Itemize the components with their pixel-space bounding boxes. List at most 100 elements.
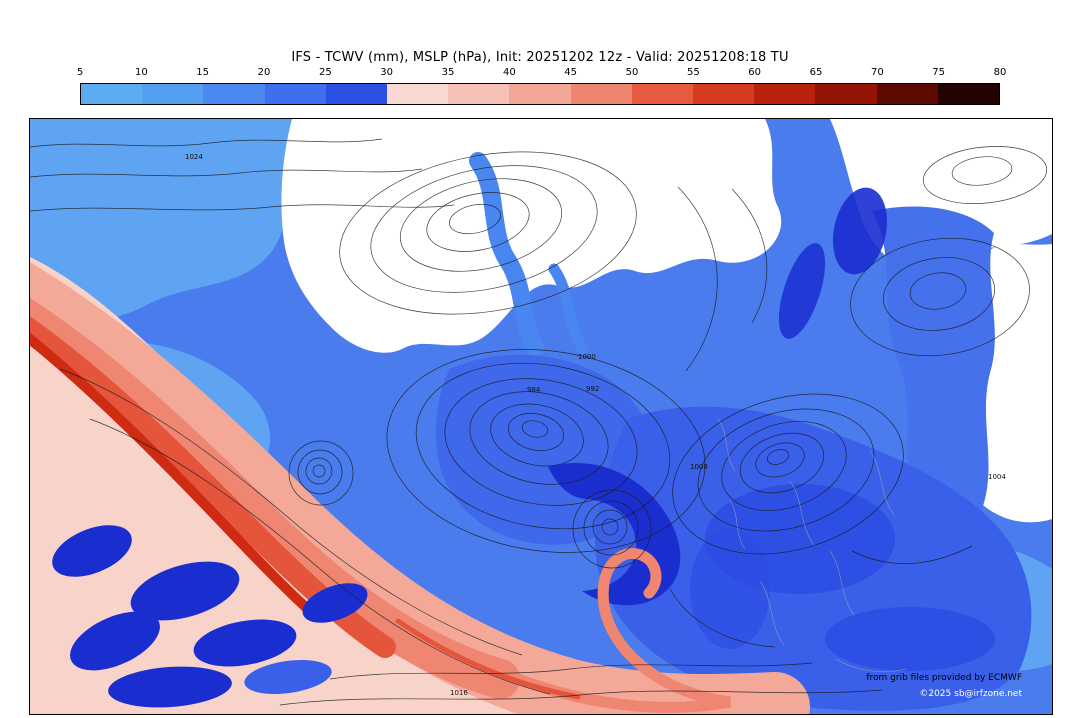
deep-moisture-patch	[690, 529, 770, 649]
isobars-part	[521, 420, 549, 438]
colorbar-tick: 65	[809, 67, 823, 78]
contour-labels: 1024 1000 984 992 1008 1016 1004	[185, 153, 1006, 697]
isobars-part	[583, 500, 639, 556]
isobars-part	[755, 442, 805, 478]
dry-slot	[70, 611, 160, 671]
isobars-part	[449, 203, 501, 235]
colorbar-segment	[387, 84, 449, 104]
isobars-part	[592, 509, 628, 545]
isobars-part	[677, 186, 718, 372]
colorbar-segment	[937, 84, 1000, 104]
dry-slot	[244, 660, 332, 694]
isobars-part	[851, 545, 973, 565]
dry-slot	[193, 619, 297, 667]
colorbar-tick: 40	[502, 67, 516, 78]
frontal-tail-core	[395, 618, 581, 700]
colorbar-segment	[693, 84, 755, 104]
isobars-part	[370, 165, 598, 293]
contour-label: 1000	[578, 353, 596, 361]
isobars-part	[30, 204, 455, 212]
attribution-copyright: ©2025 sb@irfzone.net	[919, 689, 1022, 699]
colorbar-tick: 25	[318, 67, 332, 78]
isobars-part	[426, 192, 530, 252]
isobars-part	[731, 188, 768, 324]
isobars-part	[672, 393, 904, 555]
attribution-source: from grib files provided by ECMWF	[866, 673, 1022, 683]
comma-cloud	[548, 463, 681, 606]
deep-moisture-patch	[832, 187, 888, 275]
tcwv-blue-overlays	[436, 152, 1032, 711]
isobars-part	[721, 421, 847, 511]
isobars-part	[386, 349, 706, 553]
colorbar-segment	[142, 84, 204, 104]
isobars-part	[601, 518, 619, 536]
colorbar-segment	[264, 84, 326, 104]
isobars-part	[339, 151, 637, 315]
isobars-part	[850, 237, 1030, 357]
colorbar-tick: 10	[134, 67, 148, 78]
isobars-part	[697, 408, 875, 532]
isobars-part	[469, 391, 609, 485]
country-borders	[717, 418, 907, 673]
deep-moisture-patch	[825, 607, 995, 671]
colorbar-segment	[325, 84, 388, 104]
colorbar-ticks: 5 10 15 20 25 30 35 40 45 50 55 60 65 70 75 80	[76, 67, 1007, 83]
colorbar-tick: 60	[748, 67, 762, 78]
country-borders-part	[717, 418, 907, 673]
contour-label: 992	[586, 385, 599, 393]
colorbar-tick: 50	[625, 67, 639, 78]
colorbar-tick: 75	[932, 67, 946, 78]
dry-slot	[302, 583, 368, 623]
isobars-part	[490, 403, 584, 467]
colorbar-segment	[754, 84, 816, 104]
isobars	[30, 138, 1048, 706]
isobars-part	[297, 449, 343, 495]
isobars-part	[444, 378, 638, 506]
moisture-plume	[469, 152, 544, 356]
isobars-part	[882, 257, 996, 331]
isobars-part	[89, 418, 551, 695]
contour-label: 1004	[988, 473, 1006, 481]
colorbar-tick: 20	[257, 67, 271, 78]
isobars-part	[766, 449, 790, 465]
colorbar-segment	[815, 84, 877, 104]
isobars-part	[951, 156, 1013, 186]
isobars-part	[288, 440, 354, 506]
colorbar-tick: 30	[380, 67, 394, 78]
colorbar-segment	[876, 84, 938, 104]
map-area: 1024 1000 984 992 1008 1016 1004 from grib fil…	[29, 118, 1053, 715]
isobars-part	[305, 457, 333, 485]
contour-label: 984	[527, 386, 541, 394]
colorbar-tick: 55	[686, 67, 700, 78]
colorbar-tick: 5	[76, 67, 84, 78]
isobars-part	[669, 588, 776, 648]
isobars-part	[30, 168, 423, 178]
isobars-part	[399, 178, 563, 272]
isobars-part	[572, 489, 652, 569]
dry-slot	[130, 561, 240, 621]
colorbar-segment	[570, 84, 632, 104]
moisture-plume	[548, 263, 589, 355]
dry-slot	[108, 666, 232, 708]
isobars-part	[508, 413, 564, 451]
isobars-part	[30, 138, 383, 148]
map-svg: 1024 1000 984 992 1008 1016 1004 from grib fil…	[30, 119, 1052, 714]
contour-label: 1008	[690, 463, 708, 471]
isobars-part	[922, 146, 1048, 204]
colorbar: 5 10 15 20 25 30 35 40 45 50 55 60 65 70 75 80	[76, 67, 1007, 105]
deep-moisture-patch	[778, 243, 826, 339]
isobars-part	[329, 662, 813, 680]
colorbar-tick: 35	[441, 67, 455, 78]
river-red-band	[30, 316, 396, 658]
colorbar-segment	[203, 84, 265, 104]
light-moisture-region	[30, 119, 295, 337]
colorbar-tick: 80	[993, 67, 1007, 78]
page-title: IFS - TCWV (mm), MSLP (hPa), Init: 20251…	[291, 50, 789, 65]
isobars-part	[279, 689, 883, 706]
isobars-part	[59, 368, 523, 656]
colorbar-segment	[81, 84, 143, 104]
contour-label: 1024	[185, 153, 203, 161]
isobars-part	[312, 464, 326, 478]
river-core	[30, 332, 315, 616]
